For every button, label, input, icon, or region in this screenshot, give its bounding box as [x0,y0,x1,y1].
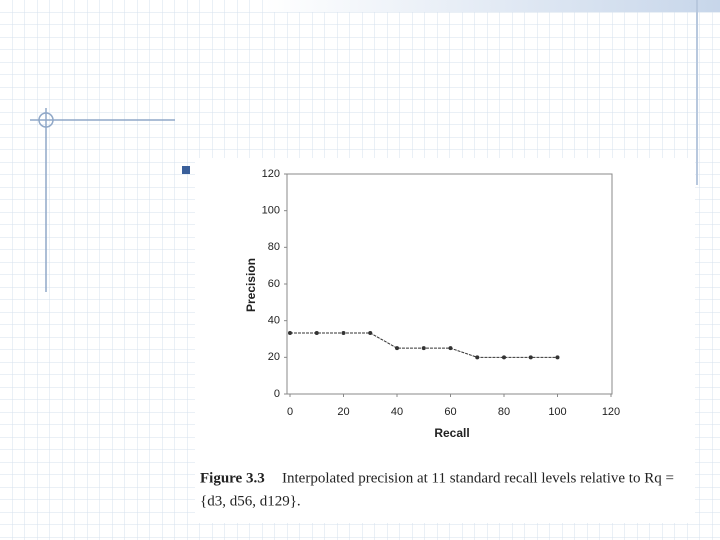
top-bar [265,0,720,12]
y-tick-label: 20 [268,351,280,363]
y-tick-label: 40 [268,315,280,327]
x-tick-label: 60 [444,406,456,418]
x-tick-label: 20 [337,406,349,418]
data-point [314,330,319,335]
x-axis-title: Recall [434,426,469,440]
caption-text: {d3, d56, d129}. [200,493,301,509]
x-tick-label: 40 [391,406,403,418]
data-point [448,346,453,351]
caption-text: Interpolated precision at 11 standard re… [282,470,674,486]
y-tick-label: 0 [274,388,280,400]
x-tick-label: 120 [602,406,620,418]
y-tick-label: 120 [262,168,280,180]
data-point [555,355,560,360]
caption-label: Figure 3.3 [200,470,265,486]
data-point [341,330,346,335]
x-tick-label: 100 [548,406,566,418]
bullet [182,166,190,174]
data-point [502,355,506,360]
data-point [421,346,426,351]
x-tick-label: 80 [498,406,510,418]
data-point [368,330,373,335]
y-axis-title: Precision [244,258,258,312]
y-tick-label: 100 [262,205,280,217]
y-tick-label: 60 [268,278,280,290]
data-point [475,355,480,360]
x-tick-label: 0 [287,406,293,418]
data-point [395,346,399,351]
data-point [528,355,533,360]
deco-circle [38,112,54,128]
data-point [288,330,292,335]
y-tick-label: 80 [268,241,280,253]
